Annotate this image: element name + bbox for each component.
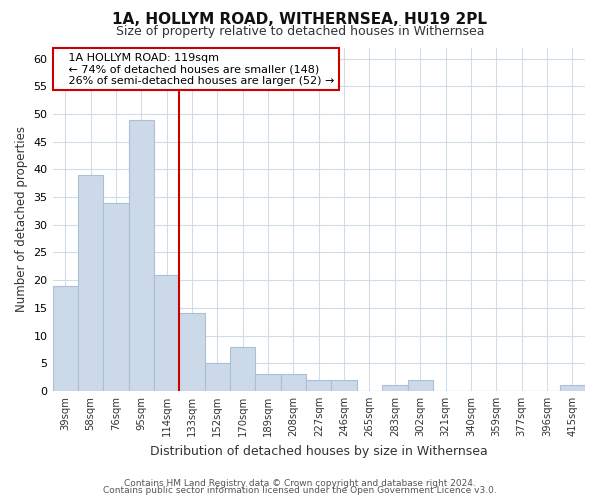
Bar bbox=[230, 346, 256, 391]
Bar bbox=[154, 274, 179, 391]
Bar bbox=[407, 380, 433, 391]
Text: Contains public sector information licensed under the Open Government Licence v3: Contains public sector information licen… bbox=[103, 486, 497, 495]
Bar bbox=[331, 380, 357, 391]
Bar bbox=[103, 202, 128, 391]
Text: 1A HOLLYM ROAD: 119sqm
   ← 74% of detached houses are smaller (148)
   26% of s: 1A HOLLYM ROAD: 119sqm ← 74% of detached… bbox=[58, 52, 334, 86]
Bar bbox=[560, 386, 585, 391]
Bar bbox=[306, 380, 331, 391]
Text: 1A, HOLLYM ROAD, WITHERNSEA, HU19 2PL: 1A, HOLLYM ROAD, WITHERNSEA, HU19 2PL bbox=[113, 12, 487, 28]
Bar bbox=[256, 374, 281, 391]
Bar bbox=[128, 120, 154, 391]
Bar bbox=[281, 374, 306, 391]
Bar bbox=[78, 175, 103, 391]
X-axis label: Distribution of detached houses by size in Withernsea: Distribution of detached houses by size … bbox=[150, 444, 488, 458]
Y-axis label: Number of detached properties: Number of detached properties bbox=[15, 126, 28, 312]
Bar bbox=[382, 386, 407, 391]
Bar bbox=[179, 314, 205, 391]
Bar bbox=[205, 363, 230, 391]
Text: Contains HM Land Registry data © Crown copyright and database right 2024.: Contains HM Land Registry data © Crown c… bbox=[124, 478, 476, 488]
Bar bbox=[53, 286, 78, 391]
Text: Size of property relative to detached houses in Withernsea: Size of property relative to detached ho… bbox=[116, 25, 484, 38]
